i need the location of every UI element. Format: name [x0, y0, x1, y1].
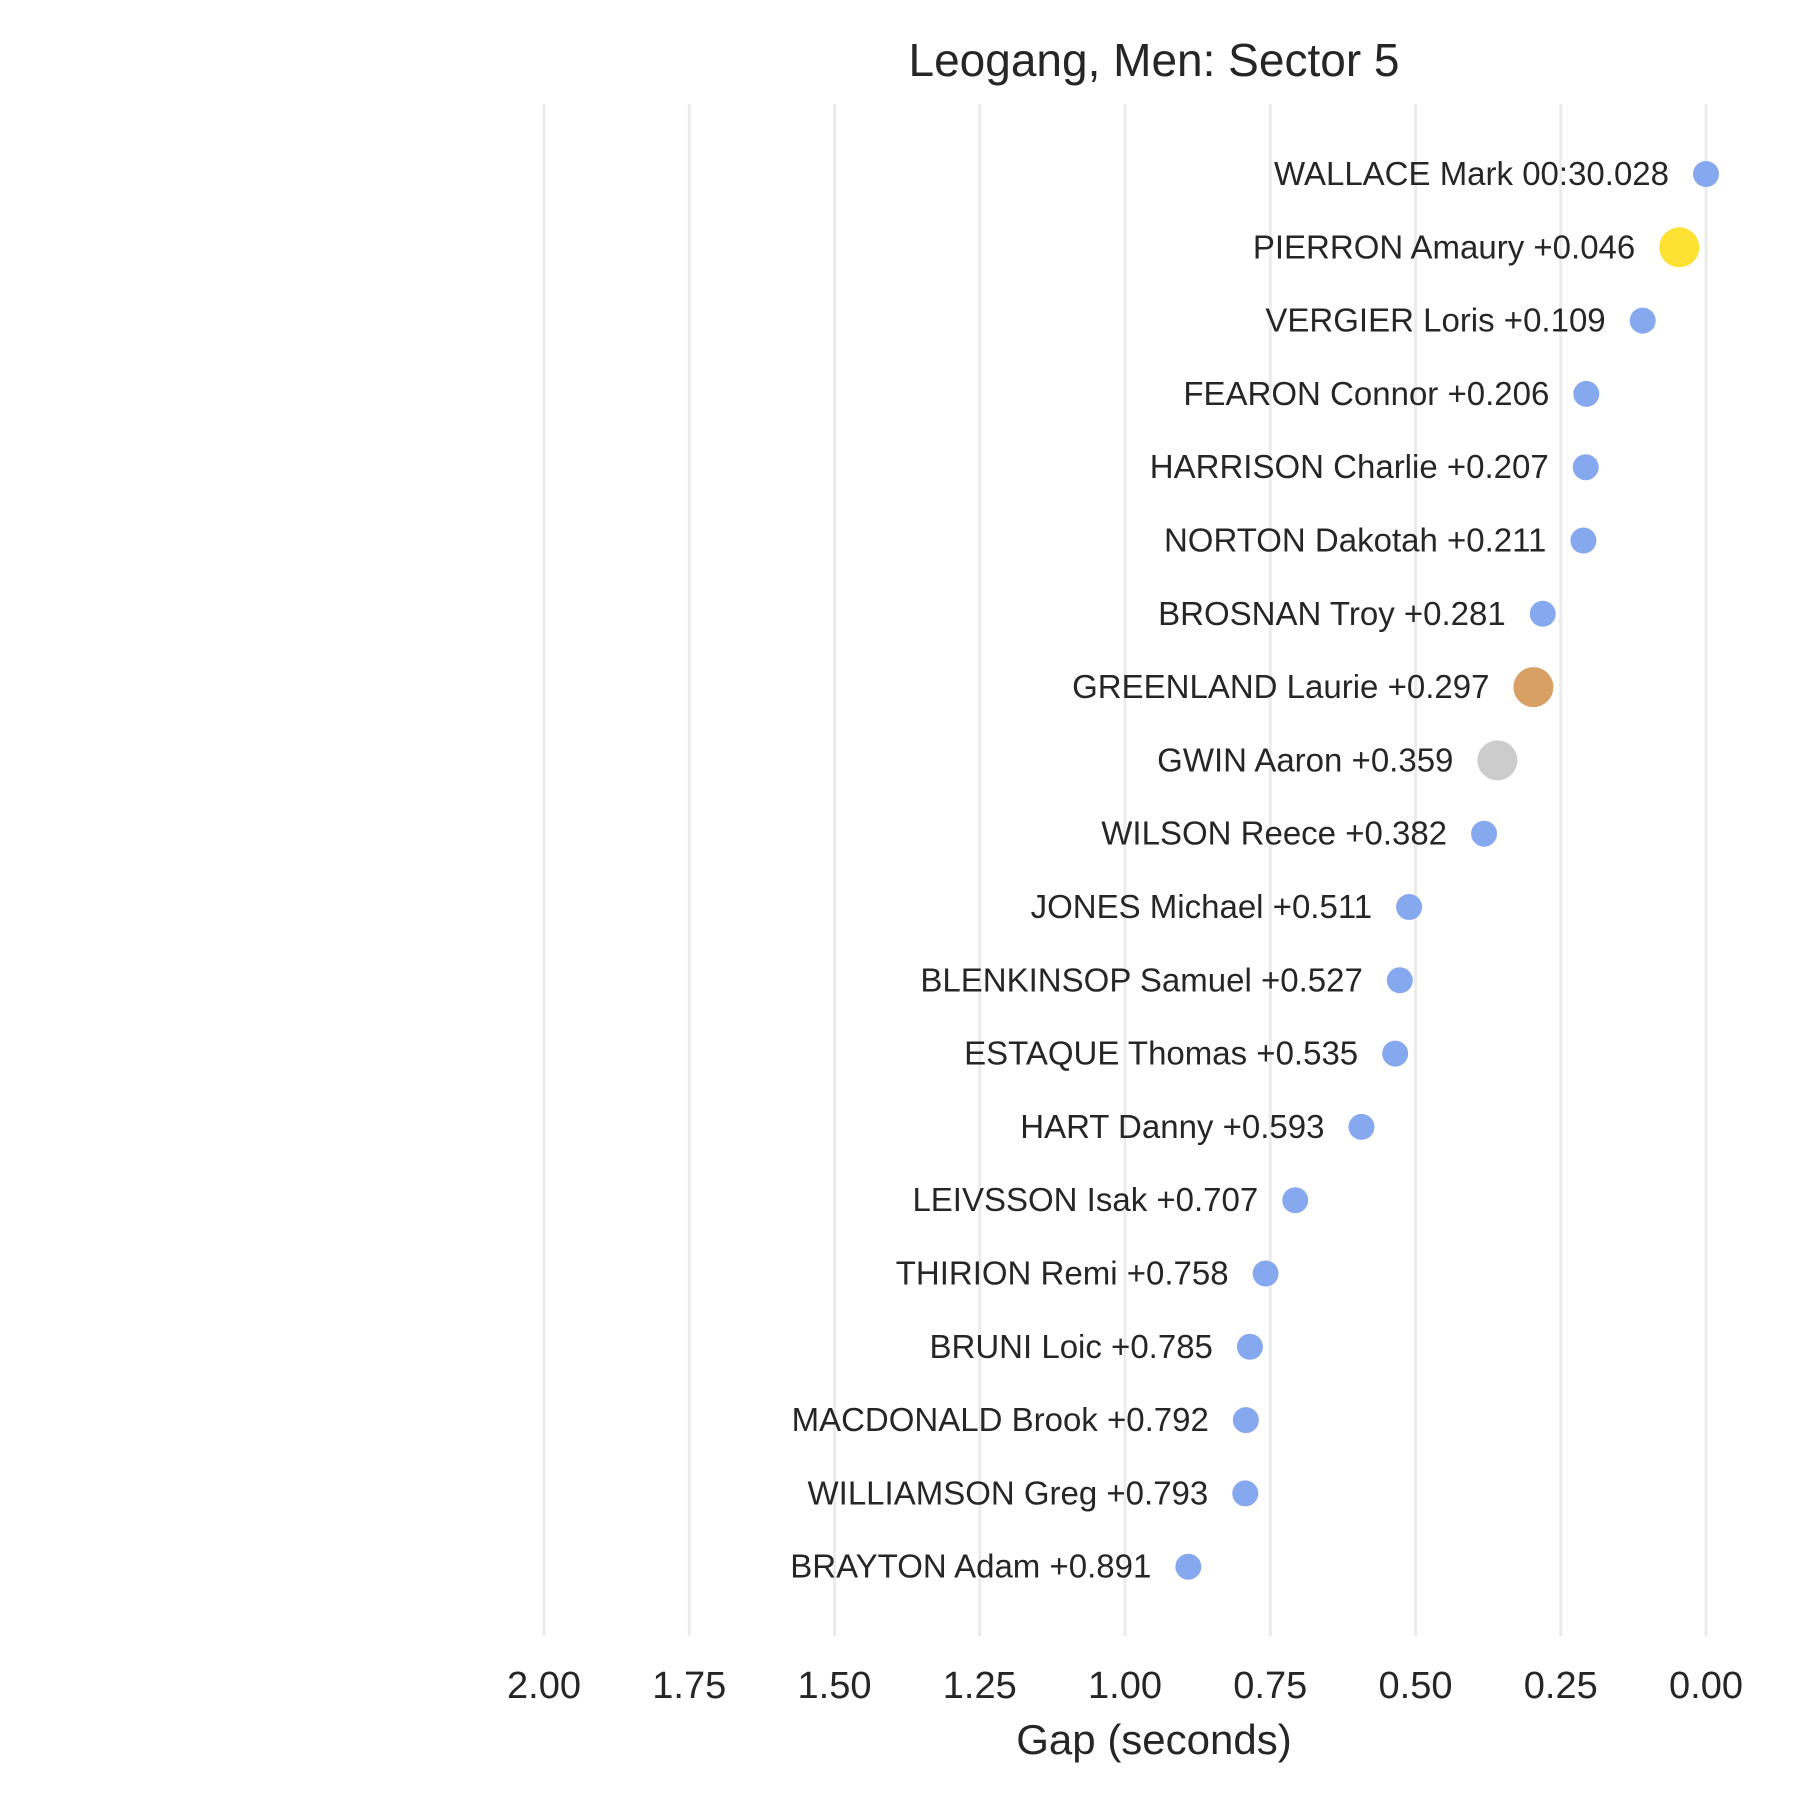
rider-label: LEIVSSON Isak +0.707	[912, 1181, 1258, 1218]
x-tick-label: 1.00	[1088, 1665, 1162, 1707]
data-point	[1348, 1113, 1375, 1140]
data-point	[1659, 227, 1700, 268]
x-tick-label: 0.25	[1524, 1665, 1598, 1707]
x-tick-label: 1.50	[798, 1665, 872, 1707]
rider-label: ESTAQUE Thomas +0.535	[964, 1035, 1358, 1072]
x-axis-ticks: 2.00 1.75 1.50 1.25 1.00 0.75 0.50 0.25 0.00	[507, 1665, 1743, 1707]
data-point	[1513, 667, 1554, 708]
x-tick-label: 0.00	[1669, 1665, 1743, 1707]
data-point	[1396, 894, 1423, 920]
rider-label: BRUNI Loic +0.785	[930, 1328, 1213, 1365]
rider-label: MACDONALD Brook +0.792	[792, 1401, 1209, 1438]
x-axis-label: Gap (seconds)	[1016, 1716, 1291, 1763]
x-tick-label: 1.75	[652, 1665, 726, 1707]
rider-label: JONES Michael +0.511	[1031, 888, 1372, 925]
x-tick-label: 1.25	[943, 1665, 1017, 1707]
rider-label: NORTON Dakotah +0.211	[1164, 522, 1546, 559]
rider-label: HARRISON Charlie +0.207	[1150, 448, 1549, 485]
rider-label: WILLIAMSON Greg +0.793	[808, 1474, 1209, 1511]
data-point	[1282, 1187, 1309, 1214]
data-point	[1529, 600, 1556, 627]
data-point	[1232, 1407, 1259, 1434]
x-tick-label: 0.75	[1233, 1665, 1307, 1707]
rider-label: BRAYTON Adam +0.891	[790, 1548, 1151, 1585]
rider-label: GWIN Aaron +0.359	[1157, 741, 1453, 778]
data-point	[1572, 454, 1599, 481]
rider-label: WALLACE Mark 00:30.028	[1274, 155, 1669, 192]
rider-label: GREENLAND Laurie +0.297	[1072, 668, 1489, 705]
data-point	[1471, 820, 1498, 847]
data-point	[1236, 1333, 1263, 1360]
rider-label: FEARON Connor +0.206	[1183, 375, 1549, 412]
gridlines	[542, 104, 1708, 1636]
data-point	[1232, 1480, 1259, 1507]
data-point	[1175, 1553, 1202, 1580]
rider-label: VERGIER Loris +0.109	[1265, 302, 1605, 339]
data-point	[1573, 380, 1600, 407]
data-point	[1693, 161, 1719, 187]
rider-label: HART Danny +0.593	[1020, 1108, 1324, 1145]
data-points: WALLACE Mark 00:30.028 PIERRON Amaury +0.…	[790, 155, 1719, 1585]
x-tick-label: 2.00	[507, 1665, 581, 1707]
rider-label: THIRION Remi +0.758	[896, 1255, 1229, 1292]
data-point	[1629, 307, 1656, 334]
data-point	[1477, 740, 1518, 781]
chart-title: Leogang, Men: Sector 5	[909, 34, 1400, 86]
data-point	[1570, 527, 1597, 554]
data-point	[1382, 1040, 1409, 1067]
data-point	[1252, 1260, 1279, 1287]
rider-label: PIERRON Amaury +0.046	[1253, 228, 1635, 265]
rider-label: WILSON Reece +0.382	[1101, 815, 1447, 852]
x-tick-label: 0.50	[1379, 1665, 1453, 1707]
rider-label: BLENKINSOP Samuel +0.527	[920, 961, 1362, 998]
rider-label: BROSNAN Troy +0.281	[1158, 595, 1506, 632]
data-point	[1386, 967, 1413, 994]
